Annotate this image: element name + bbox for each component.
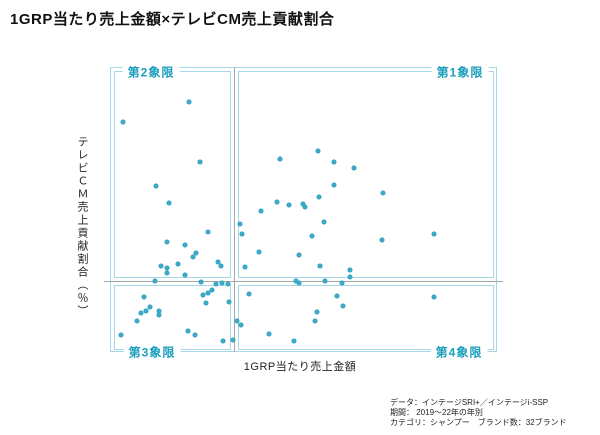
- data-point: [156, 312, 162, 318]
- data-point: [380, 190, 386, 196]
- data-point: [164, 239, 170, 245]
- data-point: [242, 264, 248, 270]
- data-point: [379, 237, 385, 243]
- data-point: [175, 261, 181, 267]
- data-point: [317, 263, 323, 269]
- quadrant-4-label: 第4象限: [430, 343, 488, 361]
- quadrant-1-box: [238, 71, 494, 278]
- data-point: [203, 300, 209, 306]
- data-point: [316, 194, 322, 200]
- data-point: [347, 267, 353, 273]
- data-point: [218, 263, 224, 269]
- data-point: [296, 280, 302, 286]
- data-point: [200, 292, 206, 298]
- data-point: [234, 318, 240, 324]
- data-point: [215, 259, 221, 265]
- data-point: [246, 291, 252, 297]
- data-point: [286, 202, 292, 208]
- data-point: [331, 182, 337, 188]
- data-point: [153, 183, 159, 189]
- data-point: [118, 332, 124, 338]
- data-point: [334, 293, 340, 299]
- data-point: [185, 328, 191, 334]
- quadrant-2-label: 第2象限: [122, 63, 180, 81]
- quadrant-3-label: 第3象限: [123, 343, 181, 361]
- data-point: [238, 322, 244, 328]
- data-point: [277, 156, 283, 162]
- vertical-divider-line: [234, 67, 235, 352]
- data-point: [300, 201, 306, 207]
- data-point: [256, 249, 262, 255]
- data-point: [302, 204, 308, 210]
- horizontal-divider-line: [104, 281, 503, 282]
- data-point: [198, 279, 204, 285]
- data-point: [147, 304, 153, 310]
- data-point: [205, 290, 211, 296]
- data-point: [339, 280, 345, 286]
- source-note: データ：インテージSRI+／インテージi-SSP 期間： 2019～22年の年別…: [390, 398, 567, 428]
- data-point: [226, 299, 232, 305]
- data-point: [190, 254, 196, 260]
- data-point: [239, 231, 245, 237]
- data-point: [296, 252, 302, 258]
- data-point: [209, 287, 215, 293]
- data-point: [220, 338, 226, 344]
- data-point: [322, 278, 328, 284]
- source-note-line-1: データ：インテージSRI+／インテージi-SSP: [390, 398, 549, 407]
- data-point: [164, 270, 170, 276]
- data-point: [321, 219, 327, 225]
- data-point: [237, 221, 243, 227]
- data-point: [205, 229, 211, 235]
- data-point: [182, 272, 188, 278]
- data-point: [197, 159, 203, 165]
- data-point: [431, 231, 437, 237]
- data-point: [152, 278, 158, 284]
- y-axis-label: テレビＣＭ売上貢献割合（％）: [76, 136, 88, 318]
- data-point: [351, 165, 357, 171]
- data-point: [120, 119, 126, 125]
- data-point: [156, 308, 162, 314]
- data-point: [230, 337, 236, 343]
- data-point: [309, 233, 315, 239]
- source-note-line-3: カテゴリ：シャンプー ブランド数：32ブランド: [390, 418, 567, 427]
- chart-title: 1GRP当たり売上金額×テレビCM売上貢献割合: [10, 11, 335, 28]
- data-point: [274, 199, 280, 205]
- data-point: [213, 281, 219, 287]
- data-point: [258, 208, 264, 214]
- data-point: [166, 200, 172, 206]
- data-point: [431, 294, 437, 300]
- data-point: [314, 309, 320, 315]
- data-point: [293, 278, 299, 284]
- quadrant-1-label: 第1象限: [431, 63, 489, 81]
- data-point: [266, 331, 272, 337]
- x-axis-label: 1GRP当たり売上金額: [243, 361, 357, 373]
- data-point: [340, 303, 346, 309]
- data-point: [347, 274, 353, 280]
- data-point: [192, 332, 198, 338]
- data-point: [164, 265, 170, 271]
- data-point: [143, 308, 149, 314]
- data-point: [291, 338, 297, 344]
- plot-outer-frame: [110, 67, 497, 352]
- data-point: [138, 310, 144, 316]
- data-point: [182, 242, 188, 248]
- data-point: [158, 263, 164, 269]
- data-point: [331, 159, 337, 165]
- data-point: [141, 294, 147, 300]
- data-point: [219, 280, 225, 286]
- source-note-line-2: 期間： 2019～22年の年別: [390, 408, 483, 417]
- data-point: [312, 318, 318, 324]
- data-point: [225, 281, 231, 287]
- data-point: [193, 250, 199, 256]
- data-point: [315, 148, 321, 154]
- data-point: [134, 318, 140, 324]
- data-point: [186, 99, 192, 105]
- quadrant-4-box: [238, 285, 494, 350]
